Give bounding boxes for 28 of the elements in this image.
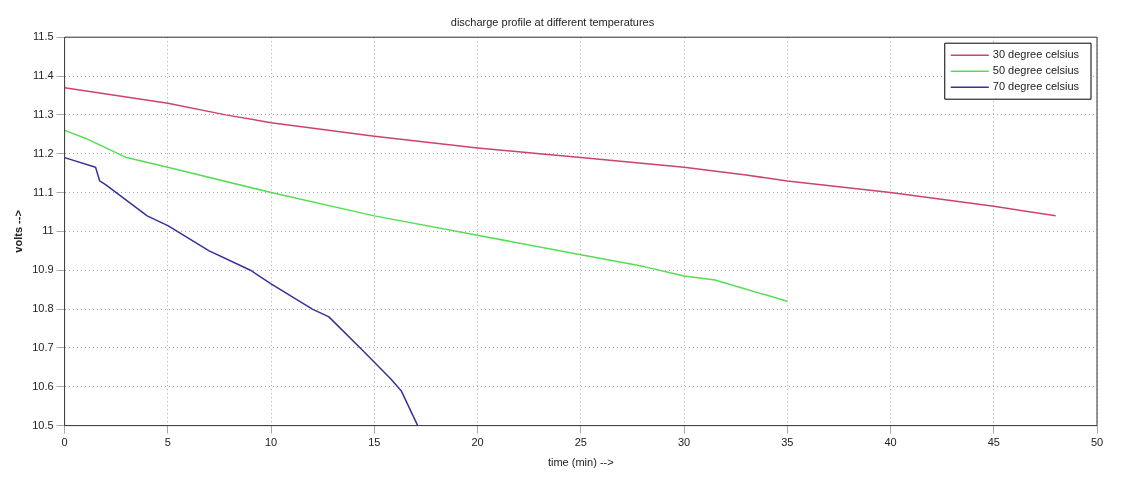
y-tick-label: 10.6 bbox=[32, 379, 54, 392]
legend-label: 50 degree celsius bbox=[992, 64, 1080, 77]
y-tick-label: 10.9 bbox=[32, 263, 54, 276]
y-tick-label: 11.3 bbox=[33, 107, 54, 120]
x-tick-label: 15 bbox=[368, 436, 381, 449]
y-tick-label: 10.7 bbox=[32, 340, 54, 353]
x-tick-label: 0 bbox=[61, 436, 68, 449]
x-tick-label: 20 bbox=[471, 436, 484, 449]
x-tick-label: 50 bbox=[1090, 436, 1104, 449]
x-tick-label: 35 bbox=[781, 436, 794, 449]
x-tick-label: 25 bbox=[574, 436, 587, 449]
legend-label: 70 degree celsius bbox=[992, 80, 1080, 93]
y-tick-label: 11.4 bbox=[33, 69, 54, 82]
x-tick-label: 45 bbox=[987, 436, 1000, 449]
y-tick-label: 10.5 bbox=[32, 418, 54, 431]
y-tick-label: 10.8 bbox=[32, 302, 54, 315]
y-tick-label: 11 bbox=[42, 224, 54, 237]
x-tick-label: 10 bbox=[264, 436, 278, 449]
y-axis-title: volts --> bbox=[11, 210, 24, 253]
legend-label: 30 degree celsius bbox=[992, 48, 1080, 61]
y-tick-label: 11.5 bbox=[33, 30, 54, 43]
x-axis-title: time (min) --> bbox=[547, 456, 614, 469]
y-tick-label: 11.1 bbox=[33, 185, 54, 198]
x-tick-label: 30 bbox=[677, 436, 691, 449]
chart-title: discharge profile at different temperatures bbox=[450, 15, 655, 28]
x-tick-label: 5 bbox=[164, 436, 171, 449]
y-tick-label: 11.2 bbox=[33, 146, 54, 159]
x-tick-label: 40 bbox=[884, 436, 897, 449]
